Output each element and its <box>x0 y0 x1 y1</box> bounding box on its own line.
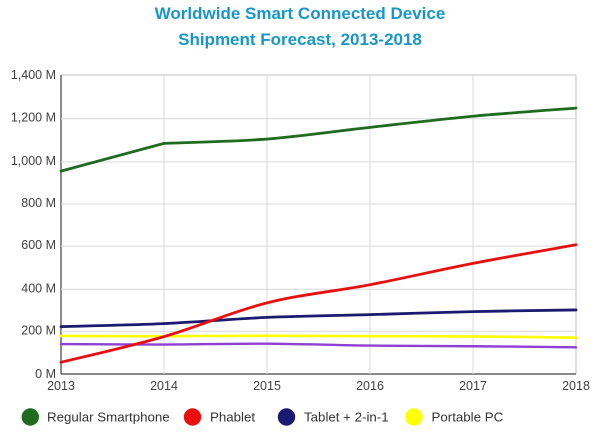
svg-text:1,000 M: 1,000 M <box>11 154 56 168</box>
svg-text:2018: 2018 <box>562 379 590 393</box>
svg-text:Phablet: Phablet <box>210 410 255 425</box>
svg-text:2013: 2013 <box>47 379 75 393</box>
svg-text:2016: 2016 <box>356 379 384 393</box>
svg-text:800 M: 800 M <box>21 196 56 210</box>
svg-text:Tablet + 2-in-1: Tablet + 2-in-1 <box>304 410 389 425</box>
svg-text:2017: 2017 <box>459 379 487 393</box>
svg-text:200 M: 200 M <box>21 323 56 337</box>
svg-text:2015: 2015 <box>253 379 281 393</box>
svg-text:600 M: 600 M <box>21 238 56 252</box>
svg-text:1,200 M: 1,200 M <box>11 111 56 125</box>
svg-text:1,400 M: 1,400 M <box>11 68 56 82</box>
svg-text:Regular Smartphone: Regular Smartphone <box>47 410 170 425</box>
svg-text:2014: 2014 <box>150 379 178 393</box>
svg-text:Portable PC: Portable PC <box>432 410 504 425</box>
svg-text:400 M: 400 M <box>21 281 56 295</box>
